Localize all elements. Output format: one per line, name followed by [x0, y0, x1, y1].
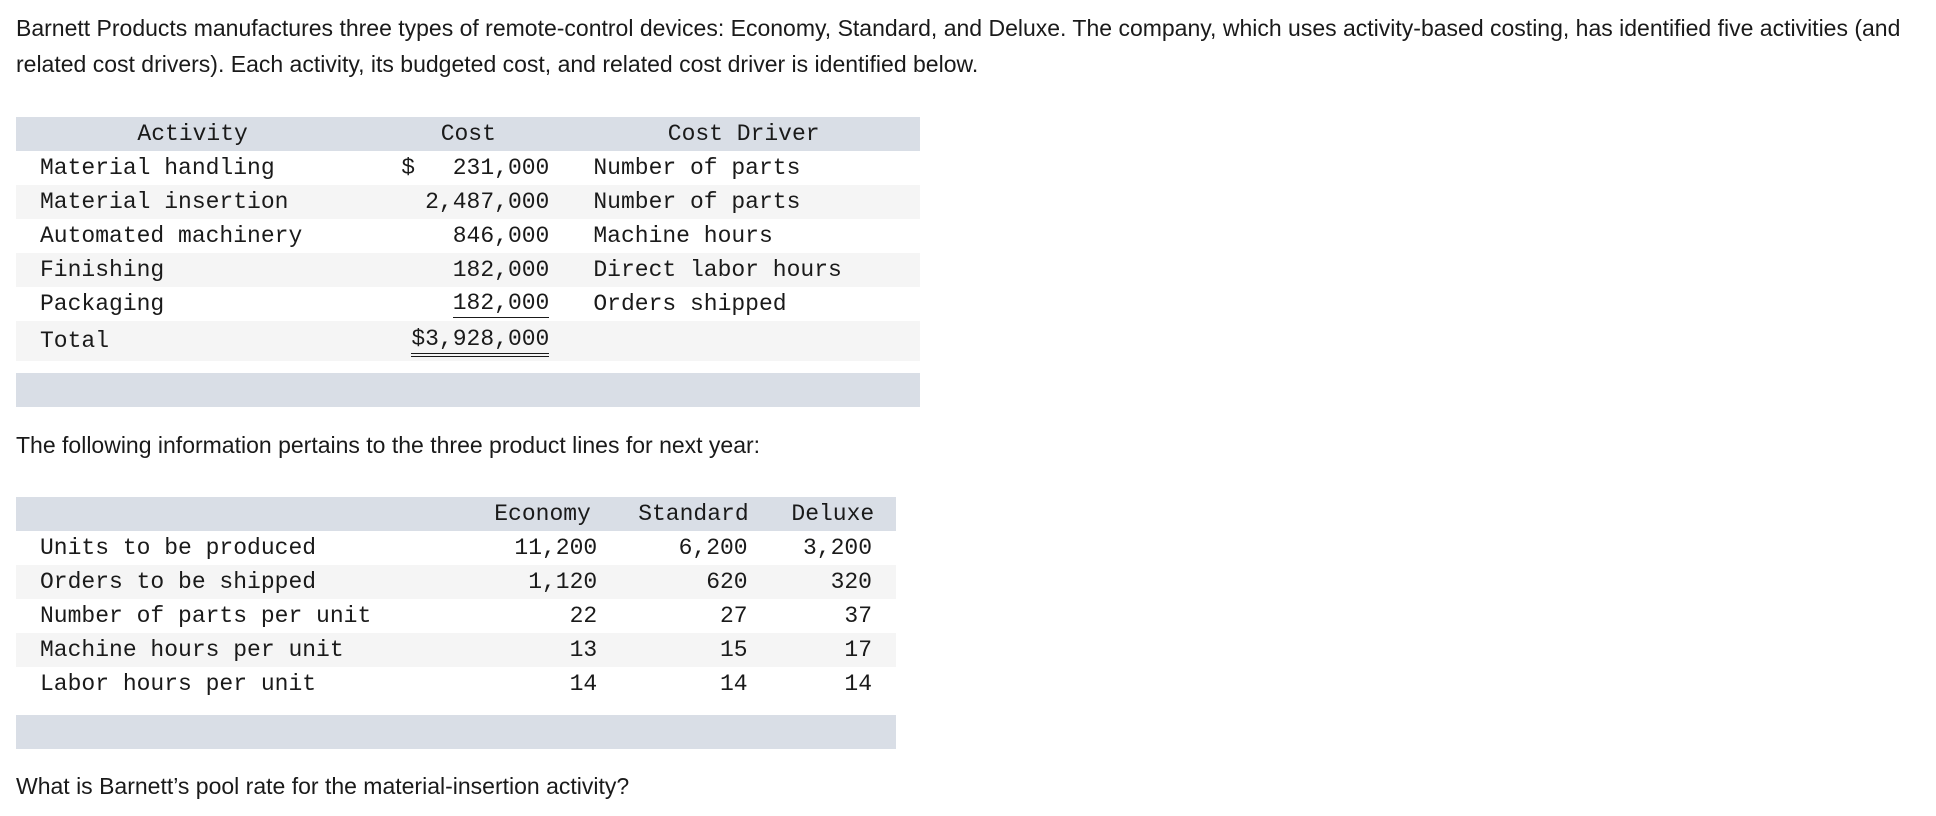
- activity-cost: $231,000: [369, 151, 567, 185]
- activity-cost: 846,000: [452, 223, 550, 249]
- deluxe-value: 320: [830, 569, 872, 595]
- deluxe-value: 14: [844, 671, 872, 697]
- activity-name: Material handling: [40, 155, 275, 181]
- total-cost: $3,928,000: [369, 321, 567, 361]
- table-row: Automated machinery 846,000 Machine hour…: [16, 219, 920, 253]
- header-cost: Cost: [440, 121, 496, 147]
- economy-value: 1,120: [528, 569, 598, 595]
- table-row: Material handling $231,000 Number of par…: [16, 151, 920, 185]
- standard-value: 620: [706, 569, 748, 595]
- activity-name: Packaging: [40, 291, 165, 317]
- table-row: Finishing 182,000 Direct labor hours: [16, 253, 920, 287]
- row-label: Machine hours per unit: [40, 637, 344, 663]
- dollar-sign: $: [401, 155, 416, 181]
- underlined-cost-value: 182,000: [452, 290, 550, 318]
- activity-cost-table: Activity Cost Cost Driver Material handl…: [16, 117, 920, 407]
- intro-paragraph: Barnett Products manufactures three type…: [16, 15, 1901, 77]
- table-row: Labor hours per unit 14 14 14: [16, 667, 896, 701]
- activity-cost: 182,000: [452, 257, 550, 283]
- header-economy: Economy: [494, 501, 591, 527]
- table-row: Units to be produced 11,200 6,200 3,200: [16, 531, 896, 565]
- economy-value: 11,200: [514, 535, 598, 561]
- product-info-intro: The following information pertains to th…: [16, 432, 761, 458]
- deluxe-value: 37: [844, 603, 872, 629]
- row-label: Units to be produced: [40, 535, 317, 561]
- total-label: Total: [40, 328, 110, 354]
- deluxe-value: 17: [844, 637, 872, 663]
- question-text: What is Barnett’s pool rate for the mate…: [16, 773, 630, 799]
- economy-value: 14: [569, 671, 598, 697]
- economy-value: 22: [569, 603, 598, 629]
- table-footer-bar: [16, 373, 920, 407]
- standard-value: 15: [720, 637, 748, 663]
- activity-name: Finishing: [40, 257, 165, 283]
- total-row: Total $3,928,000: [16, 321, 920, 361]
- standard-value: 6,200: [678, 535, 748, 561]
- double-underlined-total: $3,928,000: [411, 326, 550, 357]
- product-line-table: Economy Standard Deluxe Units to be prod…: [16, 497, 896, 749]
- cost-driver: Orders shipped: [593, 291, 787, 317]
- table-row: Material insertion 2,487,000 Number of p…: [16, 185, 920, 219]
- cost-driver: Machine hours: [593, 223, 773, 249]
- activity-cost: 182,000: [369, 287, 567, 321]
- row-label: Labor hours per unit: [40, 671, 317, 697]
- table-row: Machine hours per unit 13 15 17: [16, 633, 896, 667]
- row-label: Number of parts per unit: [40, 603, 372, 629]
- header-cost-driver: Cost Driver: [667, 121, 820, 147]
- table-row: Number of parts per unit 22 27 37: [16, 599, 896, 633]
- economy-value: 13: [569, 637, 598, 663]
- activity-name: Material insertion: [40, 189, 289, 215]
- header-deluxe: Deluxe: [791, 501, 875, 527]
- cost-driver: Direct labor hours: [593, 257, 842, 283]
- standard-value: 14: [720, 671, 748, 697]
- cost-driver: Number of parts: [593, 189, 801, 215]
- activity-name: Automated machinery: [40, 223, 303, 249]
- table-header-row: Economy Standard Deluxe: [16, 497, 896, 531]
- header-activity: Activity: [137, 121, 248, 147]
- empty-cell: [567, 321, 920, 361]
- cost-driver: Number of parts: [593, 155, 801, 181]
- table-header-row: Activity Cost Cost Driver: [16, 117, 920, 151]
- table-spacer: [16, 701, 896, 715]
- table-footer-bar: [16, 715, 896, 749]
- header-standard: Standard: [638, 501, 749, 527]
- standard-value: 27: [720, 603, 748, 629]
- header-blank: [16, 497, 468, 531]
- row-label: Orders to be shipped: [40, 569, 317, 595]
- table-row: Packaging 182,000 Orders shipped: [16, 287, 920, 321]
- table-spacer: [16, 361, 920, 373]
- deluxe-value: 3,200: [802, 535, 872, 561]
- cost-value: 231,000: [452, 155, 550, 181]
- activity-cost: 2,487,000: [425, 189, 550, 215]
- table-row: Orders to be shipped 1,120 620 320: [16, 565, 896, 599]
